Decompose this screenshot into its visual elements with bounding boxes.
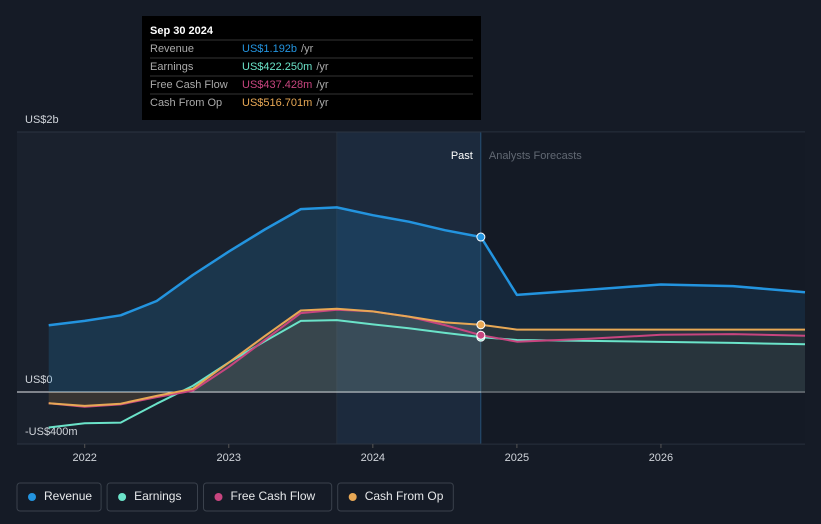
tooltip-value: US$1.192b/yr xyxy=(242,43,314,55)
tooltip-name: Revenue xyxy=(150,43,194,55)
y-tick-label: -US$400m xyxy=(25,426,78,438)
series-line xyxy=(48,319,806,429)
y-tick-label: US$0 xyxy=(25,374,53,386)
legend-swatch xyxy=(28,493,36,501)
tooltip-name: Cash From Op xyxy=(150,97,222,109)
tooltip-unit: /yr xyxy=(301,43,314,55)
series-line xyxy=(48,307,805,407)
x-tick-label: 2026 xyxy=(649,452,673,464)
tooltip: Sep 30 2024 Revenue US$1.192b/yr Earnings U… xyxy=(142,16,481,120)
legend-swatch xyxy=(118,493,127,501)
legend-swatch xyxy=(214,493,223,501)
tooltip-date: Sep 30 2024 xyxy=(150,25,214,37)
past-label: Past xyxy=(451,150,473,162)
legend-button[interactable] xyxy=(106,482,198,512)
y-tick-label: US$2b xyxy=(25,114,59,126)
series-line xyxy=(48,206,806,327)
tooltip-value-text: US$437.428m xyxy=(242,79,312,91)
legend-swatch xyxy=(348,493,357,501)
legend-label: Revenue xyxy=(44,489,92,503)
tooltip-box xyxy=(142,16,481,120)
series-area xyxy=(48,308,805,406)
x-tick-label: 2023 xyxy=(217,452,241,464)
tooltip-value-text: US$1.192b xyxy=(242,43,297,55)
series-area xyxy=(48,207,805,392)
legend-button[interactable] xyxy=(203,482,333,512)
x-tick-label: 2022 xyxy=(72,452,96,464)
tooltip-point xyxy=(476,330,486,340)
x-tick-label: 2025 xyxy=(505,452,529,464)
legend-item[interactable]: Earnings xyxy=(106,482,198,512)
tooltip-value: US$516.701m/yr xyxy=(242,97,329,109)
tooltip-unit: /yr xyxy=(316,61,329,73)
legend-item[interactable]: Revenue xyxy=(16,482,102,512)
legend-item[interactable]: Cash From Op xyxy=(337,482,454,512)
tooltip-point xyxy=(476,320,486,330)
legend: Revenue Earnings Free Cash Flow Cash From O… xyxy=(16,482,454,512)
forecast-label: Analysts Forecasts xyxy=(489,150,582,162)
tooltip-name: Earnings xyxy=(150,61,194,73)
legend-label: Cash From Op xyxy=(365,489,444,503)
plot: -US$400m US$0 US$2b 2022 2023 2024 2025 2026 Pas… xyxy=(17,114,806,464)
tooltip-point xyxy=(476,232,486,242)
tooltip-value-text: US$516.701m xyxy=(242,97,312,109)
legend-button[interactable] xyxy=(337,482,454,512)
tooltip-unit: /yr xyxy=(316,97,329,109)
tooltip-value: US$437.428m/yr xyxy=(242,79,329,91)
tooltip-name: Free Cash Flow xyxy=(150,79,228,91)
legend-label: Free Cash Flow xyxy=(231,489,316,503)
tooltip-unit: /yr xyxy=(316,79,329,91)
legend-item[interactable]: Free Cash Flow xyxy=(203,482,333,512)
x-tick-label: 2024 xyxy=(361,452,385,464)
tooltip-value-text: US$422.250m xyxy=(242,61,312,73)
tooltip-value: US$422.250m/yr xyxy=(242,61,329,73)
legend-label: Earnings xyxy=(134,489,181,503)
legend-button[interactable] xyxy=(16,482,102,512)
